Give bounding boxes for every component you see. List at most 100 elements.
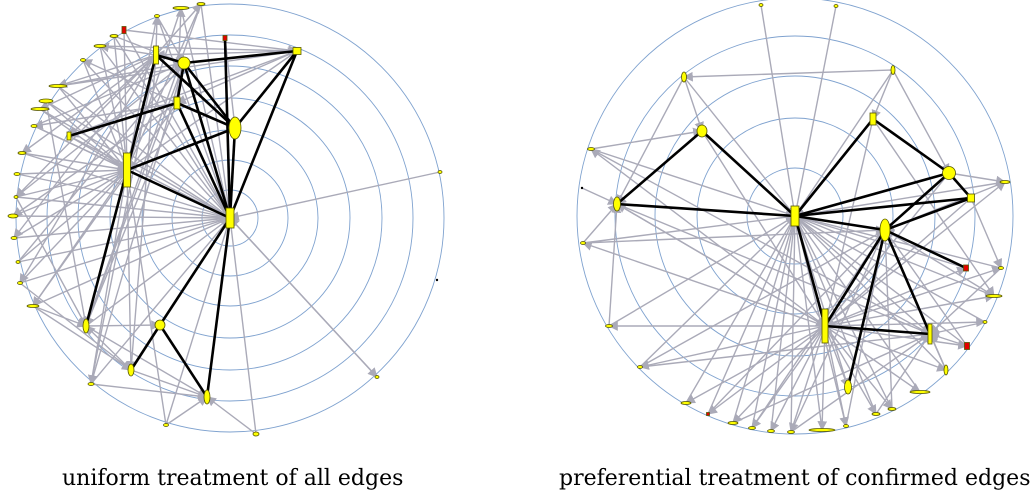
node	[871, 412, 881, 416]
edge	[57, 59, 185, 87]
edge	[19, 169, 128, 284]
node	[93, 44, 107, 48]
edge	[229, 217, 378, 378]
edge	[824, 325, 849, 427]
edge	[82, 59, 231, 219]
confirmed-edge	[158, 324, 209, 398]
node	[605, 324, 613, 328]
edge	[121, 29, 132, 171]
edge	[85, 325, 208, 398]
confirmed-edge	[126, 168, 231, 220]
node	[821, 308, 829, 344]
confirmed-edge	[158, 217, 232, 326]
node	[887, 407, 897, 411]
edge	[884, 229, 995, 297]
edge	[892, 69, 950, 174]
confirmed-edge	[824, 324, 931, 336]
edge	[68, 54, 157, 137]
node	[580, 241, 586, 245]
node	[727, 421, 739, 425]
edge	[707, 325, 826, 415]
confirmed-edge	[794, 196, 972, 218]
edge	[68, 50, 298, 138]
edge	[206, 396, 257, 435]
node	[967, 193, 975, 203]
edge	[822, 118, 874, 327]
node	[196, 2, 206, 6]
confirmed-edge	[793, 215, 827, 327]
edge	[17, 214, 231, 263]
node	[943, 364, 949, 376]
node	[109, 34, 119, 38]
edge	[872, 118, 995, 297]
node	[87, 382, 95, 386]
edge	[13, 169, 128, 239]
edge	[794, 69, 894, 217]
nodes	[7, 2, 443, 437]
edge	[15, 54, 157, 198]
edge	[683, 76, 704, 132]
edge	[929, 321, 986, 337]
ring	[654, 75, 936, 357]
edge	[126, 54, 157, 371]
ring	[746, 167, 844, 265]
node	[833, 4, 839, 8]
confirmed-edge	[884, 172, 950, 231]
node	[26, 304, 40, 308]
edge	[15, 196, 87, 327]
edge	[789, 325, 826, 433]
edge	[45, 100, 231, 219]
node	[222, 35, 228, 41]
node	[123, 152, 131, 188]
node	[225, 207, 235, 229]
edge	[99, 45, 298, 56]
edge	[929, 267, 1002, 335]
edge	[155, 3, 202, 56]
edge	[165, 396, 208, 426]
node	[613, 196, 621, 212]
node	[228, 116, 242, 140]
edge	[794, 214, 995, 297]
node	[17, 151, 27, 155]
edge	[790, 333, 931, 433]
confirmed-edges	[68, 37, 299, 398]
node	[154, 14, 160, 18]
edge	[57, 85, 231, 219]
node	[292, 47, 302, 55]
edge	[590, 148, 796, 218]
edge	[751, 215, 799, 429]
node	[982, 320, 988, 324]
uniform-panel	[7, 2, 445, 437]
node	[203, 389, 211, 405]
edge	[32, 102, 178, 307]
node	[706, 412, 710, 416]
node	[879, 218, 891, 242]
edge	[87, 54, 157, 385]
edge	[582, 203, 618, 244]
edge	[880, 229, 893, 410]
edge	[123, 15, 158, 171]
edge	[794, 215, 893, 410]
node	[48, 84, 68, 88]
confirmed-edge	[872, 117, 950, 175]
node	[374, 375, 380, 379]
node	[999, 180, 1011, 184]
confirmed-edge	[223, 37, 232, 219]
node	[17, 281, 23, 285]
node	[680, 401, 692, 405]
edge	[948, 172, 1006, 186]
edge	[794, 181, 1006, 220]
node	[869, 112, 877, 126]
node	[82, 318, 90, 334]
node	[30, 107, 50, 111]
confirmed-edge	[129, 324, 162, 371]
edge	[590, 127, 703, 150]
node	[30, 124, 38, 128]
node	[843, 424, 849, 428]
edge	[12, 168, 128, 217]
node	[964, 342, 970, 350]
nodes	[580, 3, 1011, 434]
edge	[32, 305, 87, 328]
confirmed-edge	[884, 196, 972, 232]
